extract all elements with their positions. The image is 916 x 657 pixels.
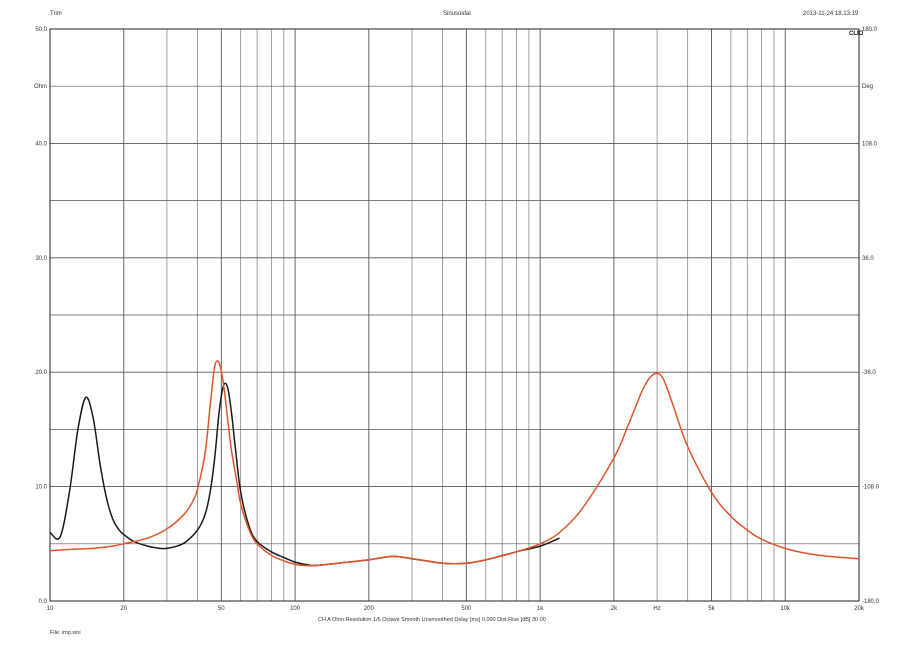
y2-tick-label: 36.0: [862, 256, 874, 262]
y-tick-label: 30.0: [35, 256, 47, 262]
x-tick-label: Hz: [653, 606, 660, 612]
impedance-curve-orange: [49, 360, 860, 567]
impedance-curve-black: [49, 382, 560, 567]
header-left-label: Trim: [50, 11, 62, 17]
x-tick-label: 5k: [708, 606, 715, 612]
plot-frame: [49, 28, 860, 602]
y2-tick-label: -36.0: [862, 370, 876, 376]
y-tick-label: 0.0: [39, 599, 48, 605]
measurement-settings: CH A Ohm Resolution 1/6 Octave Smooth Un…: [318, 617, 546, 623]
y2-tick-label: 108.0: [862, 141, 878, 147]
y2-tick-label: -180.0: [862, 599, 880, 605]
x-tick-label: 100: [290, 606, 301, 612]
x-tick-label: 500: [461, 606, 472, 612]
x-tick-label: 2k: [611, 606, 618, 612]
y2-tick-label: 180.0: [862, 27, 878, 33]
file-name-label: File: imp.sini: [50, 630, 81, 636]
y-tick-label: 10.0: [35, 485, 47, 491]
x-tick-label: 10: [47, 606, 54, 612]
y-tick-label: 20.0: [35, 370, 47, 376]
y-axis-unit-label: Ohm: [34, 84, 47, 90]
x-tick-label: 20k: [854, 606, 865, 612]
y-tick-label: 50.0: [35, 27, 47, 33]
x-tick-label: 20: [120, 606, 127, 612]
timestamp-label: 2013-11-24 18.13.19: [803, 11, 859, 17]
x-tick-label: 50: [218, 606, 225, 612]
x-tick-label: 10k: [780, 606, 791, 612]
clio-logo: CLIO: [849, 31, 864, 37]
x-tick-label: 200: [364, 606, 375, 612]
y-tick-label: 40.0: [35, 141, 47, 147]
chart-title: Sinusoidal: [443, 11, 471, 17]
x-tick-label: 1k: [537, 606, 544, 612]
y2-tick-label: -108.0: [862, 485, 880, 491]
y2-axis-unit-label: Deg: [862, 84, 873, 90]
